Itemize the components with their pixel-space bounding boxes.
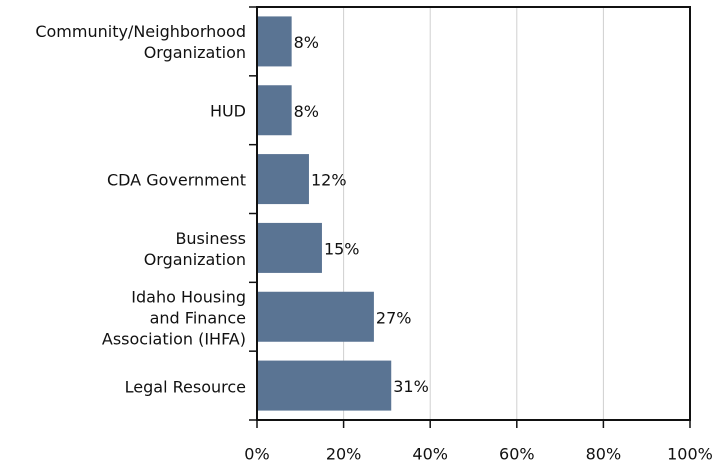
value-label: 12% <box>311 171 347 190</box>
value-label: 8% <box>294 33 319 52</box>
y-tick-label: CDA Government <box>106 170 246 190</box>
x-tick-label: 40% <box>412 445 448 464</box>
plot-frame <box>256 6 691 421</box>
y-tick-label: Business Organization <box>143 228 246 269</box>
value-label: 31% <box>393 377 429 396</box>
y-tick-label: HUD <box>209 101 246 121</box>
y-tick-label: Community/Neighborhood Organization <box>35 22 246 63</box>
y-tick-label: Legal Resource <box>124 377 246 397</box>
bar <box>257 291 374 342</box>
value-label: 8% <box>294 102 319 121</box>
x-tick-label: 20% <box>326 445 362 464</box>
x-tick-label: 60% <box>499 445 535 464</box>
value-label: 27% <box>376 308 412 327</box>
x-tick-label: 0% <box>244 445 269 464</box>
y-tick-label: Idaho Housing and Finance Association (I… <box>101 287 246 349</box>
bar <box>257 16 292 67</box>
x-tick-label: 100% <box>667 445 713 464</box>
x-tick-label: 80% <box>586 445 622 464</box>
bar <box>257 154 309 205</box>
bar <box>257 222 322 273</box>
value-label: 15% <box>324 239 360 258</box>
bar <box>257 360 392 411</box>
bar <box>257 85 292 136</box>
